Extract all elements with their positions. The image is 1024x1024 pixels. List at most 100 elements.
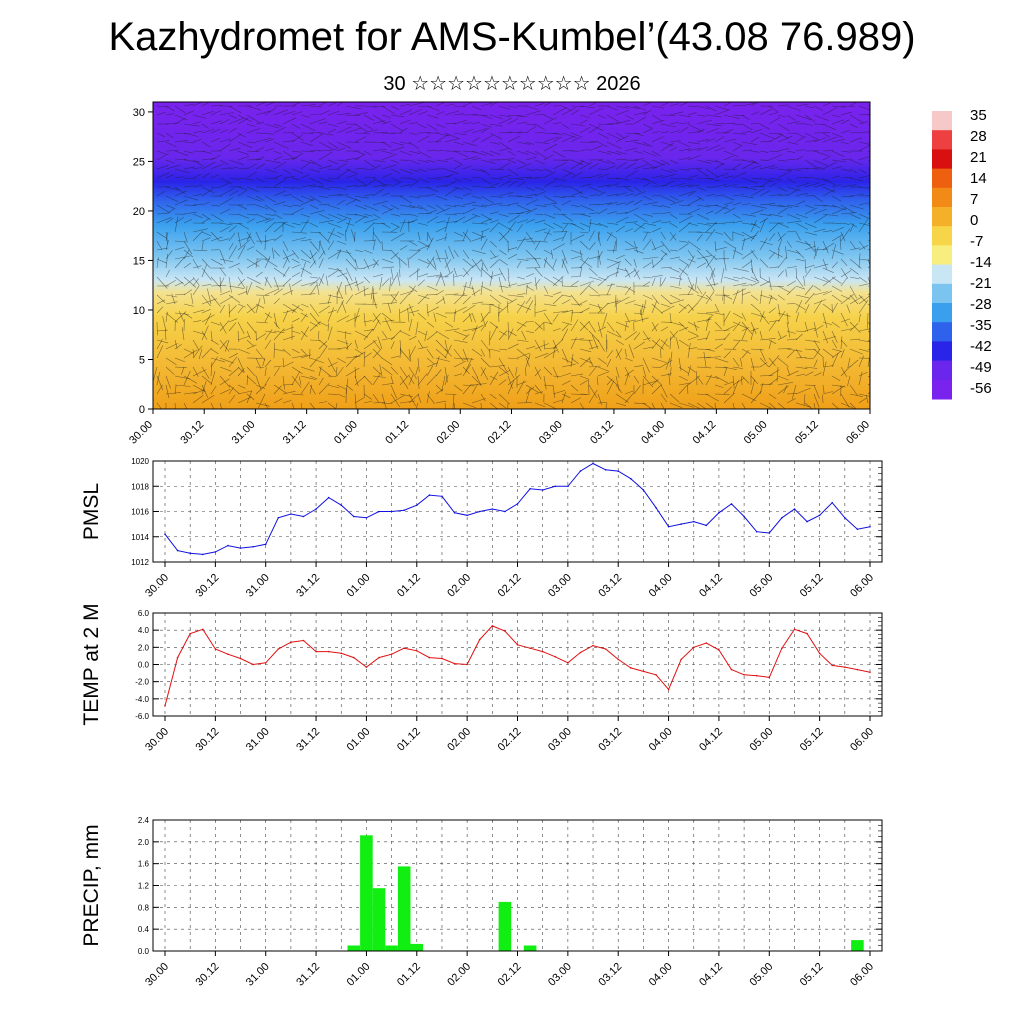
wind-barb (363, 320, 373, 323)
wind-barb (462, 384, 475, 387)
wind-barb (597, 184, 611, 188)
wind-barb (813, 348, 824, 359)
wind-barb (552, 345, 556, 359)
wind-barb (822, 361, 827, 377)
wind-barb (183, 262, 191, 269)
wind-barb (687, 190, 697, 197)
wind-barb (273, 150, 282, 155)
wind-barb (273, 312, 278, 328)
wind-barb (507, 168, 518, 176)
wind-barb (444, 110, 459, 116)
wind-barb (237, 330, 240, 342)
wind-barb (174, 114, 188, 121)
wind-barb (336, 168, 351, 179)
y-tick-label: 1.6 (138, 860, 150, 869)
wind-barb (732, 321, 747, 329)
wind-barb (246, 281, 253, 296)
wind-barb (453, 216, 466, 224)
wind-barb (156, 217, 172, 224)
wind-barb (363, 312, 366, 327)
wind-barb (255, 384, 266, 389)
wind-barb (417, 177, 429, 183)
wind-barb (444, 173, 454, 179)
wind-barb (426, 232, 429, 242)
data-point (441, 657, 443, 660)
wind-barb (561, 105, 573, 112)
wind-barb (426, 348, 434, 359)
wind-barb (225, 339, 230, 352)
wind-barb (561, 136, 575, 143)
wind-barb (255, 333, 267, 341)
y-tick-label: 20 (133, 206, 145, 218)
wind-barb (597, 402, 607, 404)
wind-barb (258, 393, 266, 409)
wind-barb (453, 113, 464, 116)
y-tick-label: 15 (133, 255, 145, 267)
wind-barb (246, 303, 256, 314)
wind-barb (183, 219, 193, 224)
wind-barb (849, 132, 859, 134)
wind-barb (327, 177, 340, 179)
wind-barb (264, 222, 275, 233)
wind-barb (678, 168, 689, 171)
wind-barb (714, 338, 726, 341)
wind-barb (408, 374, 414, 386)
wind-barb (507, 276, 511, 288)
wind-barb (273, 348, 285, 352)
data-point (227, 653, 229, 655)
wind-barb (624, 366, 630, 377)
wind-barb (488, 330, 491, 346)
wind-barb (381, 319, 395, 323)
wind-barb (714, 375, 728, 384)
wind-barb (570, 337, 577, 350)
wind-barb (291, 279, 302, 287)
wind-barb (282, 310, 289, 323)
wind-barb (165, 218, 174, 224)
wind-barb (273, 365, 283, 368)
wind-barb (597, 276, 609, 287)
wind-barb (282, 361, 294, 368)
wind-barb (768, 294, 778, 301)
wind-barb (309, 240, 320, 253)
wind-barb (516, 381, 527, 386)
wind-barb (651, 277, 656, 287)
wind-barb (570, 191, 583, 197)
wind-barb (390, 232, 405, 242)
wind-barb (813, 359, 818, 368)
wind-barb (417, 393, 422, 403)
wind-barb (597, 168, 608, 170)
wind-barb (525, 258, 542, 260)
wind-barb (750, 267, 758, 282)
wind-barb (633, 111, 647, 116)
wind-barb (831, 105, 846, 108)
wind-barb (327, 231, 342, 238)
wind-barb (768, 320, 777, 332)
wind-barb (687, 255, 695, 269)
wind-barb (696, 371, 698, 386)
wind-barb (408, 366, 417, 380)
wind-barb (282, 375, 285, 390)
wind-barb (489, 325, 498, 341)
wind-barb (219, 357, 234, 364)
data-point (604, 648, 607, 650)
wind-barb (804, 222, 817, 228)
wind-barb (201, 294, 211, 307)
wind-barb (354, 375, 359, 387)
wind-barb (732, 339, 748, 342)
wind-barb (759, 213, 772, 217)
wind-barb (354, 258, 358, 268)
wind-barb (705, 210, 714, 215)
wind-barb (282, 110, 296, 116)
wind-barb (273, 109, 288, 116)
data-point (189, 632, 191, 635)
x-tick-label: 30.00 (143, 726, 171, 754)
wind-barb (516, 219, 529, 224)
wind-barb (237, 239, 251, 251)
wind-barb (363, 123, 373, 130)
wind-barb (156, 213, 166, 215)
data-point (768, 532, 771, 534)
wind-barb (669, 168, 678, 173)
wind-barb (624, 392, 634, 404)
wind-barb (282, 278, 292, 287)
wind-barb (228, 190, 238, 197)
